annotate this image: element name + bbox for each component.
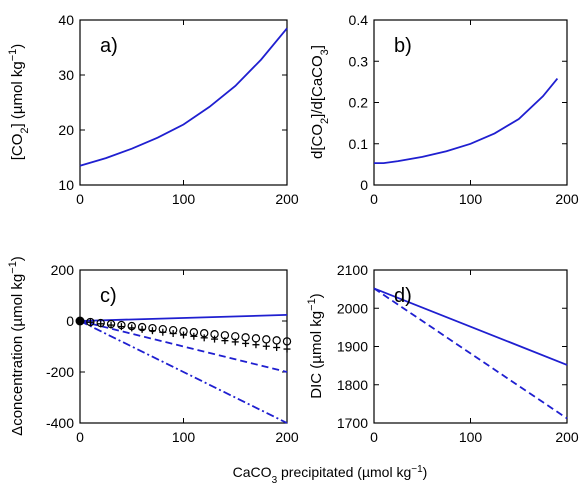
x-tick-label: 0 [370, 191, 378, 207]
x-tick-label: 0 [76, 429, 84, 445]
y-tick-label: 10 [58, 177, 74, 193]
marker-plus [117, 323, 125, 331]
y-tick-label: 1900 [337, 339, 368, 355]
x-tick-label: 100 [459, 429, 483, 445]
marker-plus [86, 318, 94, 326]
marker-plus [159, 328, 167, 336]
y-tick-label: 0.2 [349, 95, 369, 111]
marker-open-circle [262, 335, 271, 344]
y-tick-label: 200 [51, 262, 75, 278]
marker-open-circle [282, 337, 292, 346]
marker-plus [262, 342, 270, 350]
y-tick-label: -200 [46, 364, 74, 380]
marker-plus [138, 325, 146, 333]
series-line-solid [79, 314, 288, 322]
marker-open-circle [251, 334, 261, 343]
x-tick-label: 100 [172, 191, 196, 207]
series-line-dashed [79, 320, 288, 373]
x-tick-label: 200 [555, 191, 579, 207]
marker-plus [169, 329, 177, 337]
chart-panel-3: 0 100 200 -400 -200 0 200 c) Δconcentration (µmo… [7, 256, 299, 445]
y-tick-label: 2000 [337, 300, 368, 316]
panel-label: d) [394, 285, 412, 307]
x-tick-label: 200 [275, 429, 299, 445]
y-axis-label: [CO2] (µmol kg−1) [7, 44, 31, 161]
x-tick-label: 100 [459, 191, 483, 207]
marker-plus [180, 331, 187, 339]
marker-plus [190, 332, 198, 340]
y-axis-label: d[CO2]/d[CaCO3] [309, 45, 331, 159]
y-tick-label: 20 [58, 122, 74, 138]
x-tick-label: 200 [275, 191, 299, 207]
y-tick-label: 40 [58, 12, 74, 28]
x-tick-label: 0 [370, 429, 378, 445]
series-line-dashed [373, 287, 568, 420]
chart-panel-1: 0 100 200 10 20 30 40 a) [CO2] (µmol kg−1) [7, 12, 299, 207]
panel-label: a) [100, 35, 118, 57]
y-axis-label: DIC (µmol kg−1) [306, 293, 325, 398]
x-tick-label: 100 [172, 429, 196, 445]
marker-plus [200, 334, 208, 342]
marker-plus [283, 345, 291, 353]
y-axis-label: Δconcentration (µmol kg−1) [7, 256, 26, 436]
marker-filled-circle [75, 316, 85, 326]
panel-label: b) [394, 35, 412, 57]
y-tick-label: 0 [360, 177, 368, 193]
marker-plus [231, 338, 239, 346]
series-line-solid [79, 27, 288, 167]
marker-open-circle [272, 336, 281, 345]
marker-plus [211, 335, 219, 343]
series-line-solid [374, 78, 559, 165]
chart-panel-2: 0 100 200 0 0.1 0.2 0.3 0.4 b) d[CO2]/d[CaCO3] [309, 12, 579, 207]
x-tick-label: 200 [555, 429, 579, 445]
marker-plus [221, 337, 229, 345]
shared-x-axis-label: CaCO3 precipitated (µmol kg−1) [233, 464, 428, 486]
y-tick-label: 0 [66, 313, 74, 329]
x-tick-label: 0 [76, 191, 84, 207]
y-tick-label: 30 [58, 67, 74, 83]
marker-plus [107, 321, 115, 329]
marker-plus [242, 339, 250, 347]
y-tick-label: 0.3 [349, 53, 369, 69]
series-line-dashdot [79, 320, 288, 424]
y-tick-label: 0.1 [349, 136, 369, 152]
y-tick-label: 1700 [337, 415, 368, 431]
marker-plus [252, 341, 260, 349]
panel-label: c) [100, 285, 117, 307]
marker-plus [273, 344, 281, 352]
y-tick-label: 0.4 [349, 12, 369, 28]
marker-plus [148, 327, 156, 335]
y-tick-label: 1800 [337, 377, 368, 393]
y-tick-label: 2100 [337, 262, 368, 278]
y-tick-label: -400 [46, 415, 74, 431]
marker-open-circle [241, 333, 250, 342]
marker-plus [97, 320, 105, 328]
chart-panel-4: 0 100 200 1700 1800 1900 2000 2100 d) DIC (µmol k… [306, 262, 579, 445]
series-line-solid [373, 287, 568, 366]
marker-plus [128, 324, 136, 332]
